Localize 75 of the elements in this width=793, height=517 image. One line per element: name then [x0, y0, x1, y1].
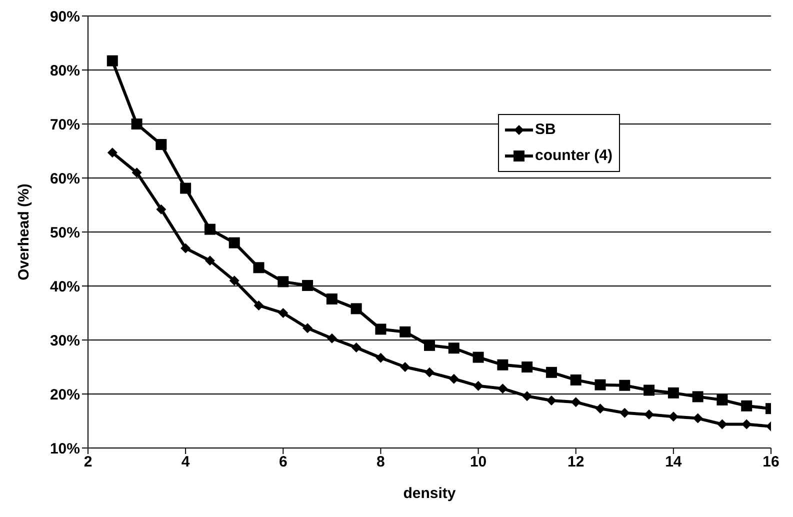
point [156, 204, 166, 214]
point [692, 391, 704, 402]
point [106, 55, 118, 66]
legend-label: counter (4) [535, 146, 613, 166]
point [180, 243, 191, 254]
point [253, 262, 264, 274]
point [717, 419, 728, 430]
point [375, 324, 386, 335]
point [229, 276, 240, 286]
point [204, 224, 216, 235]
x-tick-label: 4 [181, 454, 190, 471]
point [302, 323, 313, 334]
point [741, 400, 752, 412]
point [131, 118, 142, 130]
point [497, 359, 508, 370]
y-tick-label: 30% [50, 332, 80, 350]
point [278, 308, 288, 318]
point [326, 293, 338, 304]
y-tick-label: 50% [50, 224, 80, 242]
point [448, 374, 459, 384]
point [522, 391, 532, 402]
point [473, 380, 484, 391]
point [742, 419, 752, 430]
point [254, 300, 264, 310]
point [498, 384, 508, 394]
point [400, 326, 411, 338]
point [668, 412, 678, 422]
y-tick-label: 40% [50, 278, 80, 296]
point [595, 404, 606, 414]
x-axis-title: density [403, 485, 456, 502]
point [692, 413, 703, 424]
y-tick-label: 60% [50, 170, 80, 188]
x-tick-label: 16 [762, 454, 780, 471]
point [228, 237, 240, 248]
y-tick-label: 70% [50, 116, 80, 134]
x-tick-label: 8 [376, 454, 385, 471]
point [424, 340, 435, 351]
point [278, 276, 289, 288]
point [668, 387, 679, 398]
point [302, 280, 314, 291]
y-tick-label: 20% [50, 386, 80, 404]
x-tick-label: 6 [278, 454, 288, 471]
point [546, 395, 556, 406]
point [424, 367, 434, 378]
point [156, 139, 167, 150]
y-tick-label: 10% [50, 440, 80, 458]
point [448, 342, 460, 354]
point [644, 384, 655, 396]
point [570, 374, 582, 386]
point [180, 182, 192, 194]
point [522, 362, 533, 372]
point [326, 333, 337, 344]
point [376, 352, 386, 363]
point [472, 352, 484, 363]
y-tick-label: 90% [50, 8, 80, 26]
point [570, 397, 581, 408]
x-tick-label: 12 [568, 454, 584, 471]
point [619, 380, 630, 391]
y-tick-label: 80% [50, 62, 80, 80]
point [594, 379, 606, 390]
x-tick-label: 2 [84, 454, 92, 471]
point [351, 342, 362, 353]
point [644, 410, 654, 420]
y-axis-title: Overhead (%) [15, 184, 32, 280]
point [546, 366, 557, 378]
point [716, 394, 728, 406]
point [350, 303, 362, 314]
point [107, 148, 118, 158]
point [204, 256, 215, 266]
legend-label: SB [535, 120, 556, 140]
point [400, 362, 410, 372]
point [620, 408, 630, 418]
point [132, 168, 142, 178]
x-tick-label: 10 [470, 454, 487, 471]
x-tick-label: 14 [665, 454, 682, 471]
